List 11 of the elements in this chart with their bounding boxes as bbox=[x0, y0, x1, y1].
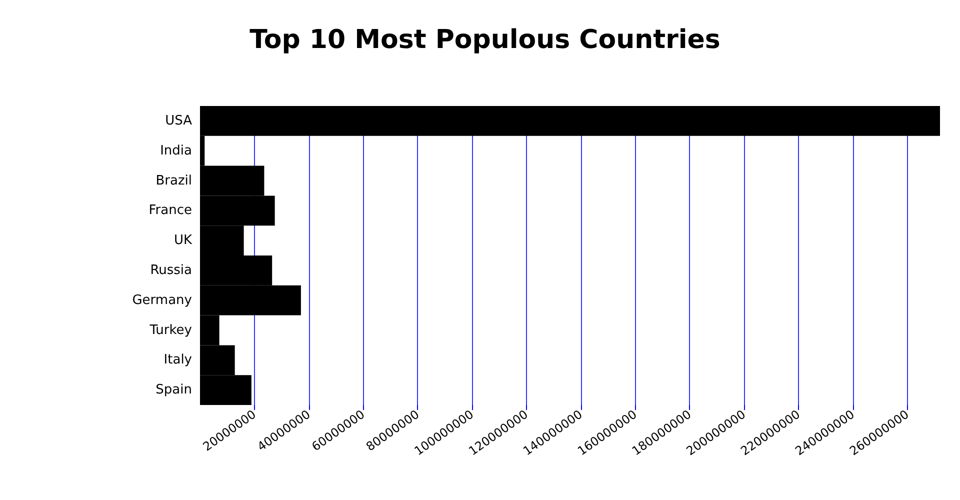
y-tick-label: France bbox=[148, 203, 192, 218]
y-tick-label: Russia bbox=[150, 262, 192, 278]
y-tick-label: India bbox=[160, 143, 192, 158]
y-tick-label: Turkey bbox=[148, 322, 192, 338]
y-tick-label: Italy bbox=[164, 352, 192, 368]
y-tick-label: Spain bbox=[156, 382, 192, 398]
y-tick-label: Brazil bbox=[156, 173, 192, 188]
y-tick-label: Germany bbox=[132, 292, 192, 308]
chart-title: Top 10 Most Populous Countries bbox=[250, 25, 720, 55]
y-tick-label: USA bbox=[165, 113, 192, 128]
y-tick-label: UK bbox=[174, 233, 192, 248]
